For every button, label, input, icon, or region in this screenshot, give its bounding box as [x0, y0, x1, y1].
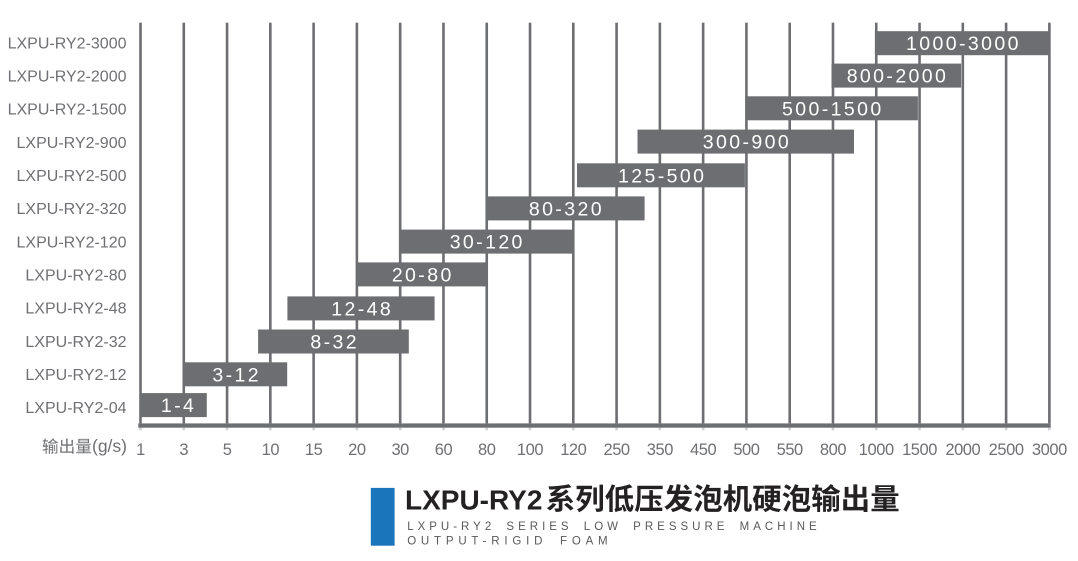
svg-text:10: 10 [262, 441, 280, 459]
svg-text:LXPU-RY2-3000: LXPU-RY2-3000 [8, 35, 127, 52]
svg-text:OUTPUT-RIGID FOAM: OUTPUT-RIGID FOAM [407, 535, 612, 547]
svg-text:550: 550 [777, 441, 803, 459]
svg-text:LXPU-RY2-2000: LXPU-RY2-2000 [8, 69, 127, 86]
svg-text:800-2000: 800-2000 [847, 66, 949, 88]
svg-text:125-500: 125-500 [618, 165, 706, 187]
svg-text:3-12: 3-12 [212, 364, 261, 386]
svg-text:120: 120 [560, 441, 586, 459]
svg-text:LXPU-RY2-12: LXPU-RY2-12 [25, 367, 126, 384]
svg-text:80: 80 [478, 441, 496, 459]
svg-text:800: 800 [820, 441, 846, 459]
svg-text:LXPU-RY2: LXPU-RY2 [405, 484, 542, 515]
svg-text:2000: 2000 [945, 441, 980, 459]
svg-text:LXPU-RY2-120: LXPU-RY2-120 [17, 234, 127, 251]
svg-text:450: 450 [690, 441, 716, 459]
svg-text:12-48: 12-48 [331, 298, 393, 320]
svg-text:500: 500 [733, 441, 759, 459]
svg-text:1500: 1500 [902, 441, 937, 459]
svg-text:30: 30 [391, 441, 409, 459]
svg-text:1: 1 [136, 441, 145, 459]
svg-text:100: 100 [517, 441, 543, 459]
svg-text:3000: 3000 [1032, 441, 1067, 459]
svg-text:LXPU-RY2-48: LXPU-RY2-48 [25, 301, 126, 318]
svg-text:60: 60 [435, 441, 453, 459]
svg-text:1-4: 1-4 [161, 395, 196, 417]
svg-text:LXPU-RY2-320: LXPU-RY2-320 [17, 201, 127, 218]
svg-text:20-80: 20-80 [392, 264, 454, 286]
svg-text:5: 5 [223, 441, 232, 459]
svg-text:LXPU-RY2 SERIES LOW PRESSURE M: LXPU-RY2 SERIES LOW PRESSURE MACHINE [407, 521, 821, 533]
svg-text:8-32: 8-32 [310, 332, 359, 354]
svg-text:20: 20 [348, 441, 366, 459]
svg-text:2500: 2500 [989, 441, 1024, 459]
svg-text:LXPU-RY2-900: LXPU-RY2-900 [17, 135, 127, 152]
svg-text:1000: 1000 [859, 441, 894, 459]
svg-text:1000-3000: 1000-3000 [906, 33, 1021, 55]
svg-text:LXPU-RY2-32: LXPU-RY2-32 [25, 334, 126, 351]
svg-text:250: 250 [603, 441, 629, 459]
svg-text:3: 3 [179, 441, 188, 459]
svg-text:LXPU-RY2-500: LXPU-RY2-500 [17, 168, 127, 185]
svg-text:350: 350 [647, 441, 673, 459]
svg-text:LXPU-RY2-04: LXPU-RY2-04 [25, 400, 126, 417]
svg-text:500-1500: 500-1500 [782, 98, 884, 120]
svg-text:(g/s): (g/s) [92, 436, 127, 456]
svg-text:LXPU-RY2-1500: LXPU-RY2-1500 [8, 102, 127, 119]
svg-text:15: 15 [305, 441, 323, 459]
svg-text:LXPU-RY2-80: LXPU-RY2-80 [25, 268, 126, 285]
svg-text:300-900: 300-900 [703, 132, 791, 154]
svg-text:30-120: 30-120 [450, 232, 525, 254]
svg-text:80-320: 80-320 [529, 198, 604, 220]
